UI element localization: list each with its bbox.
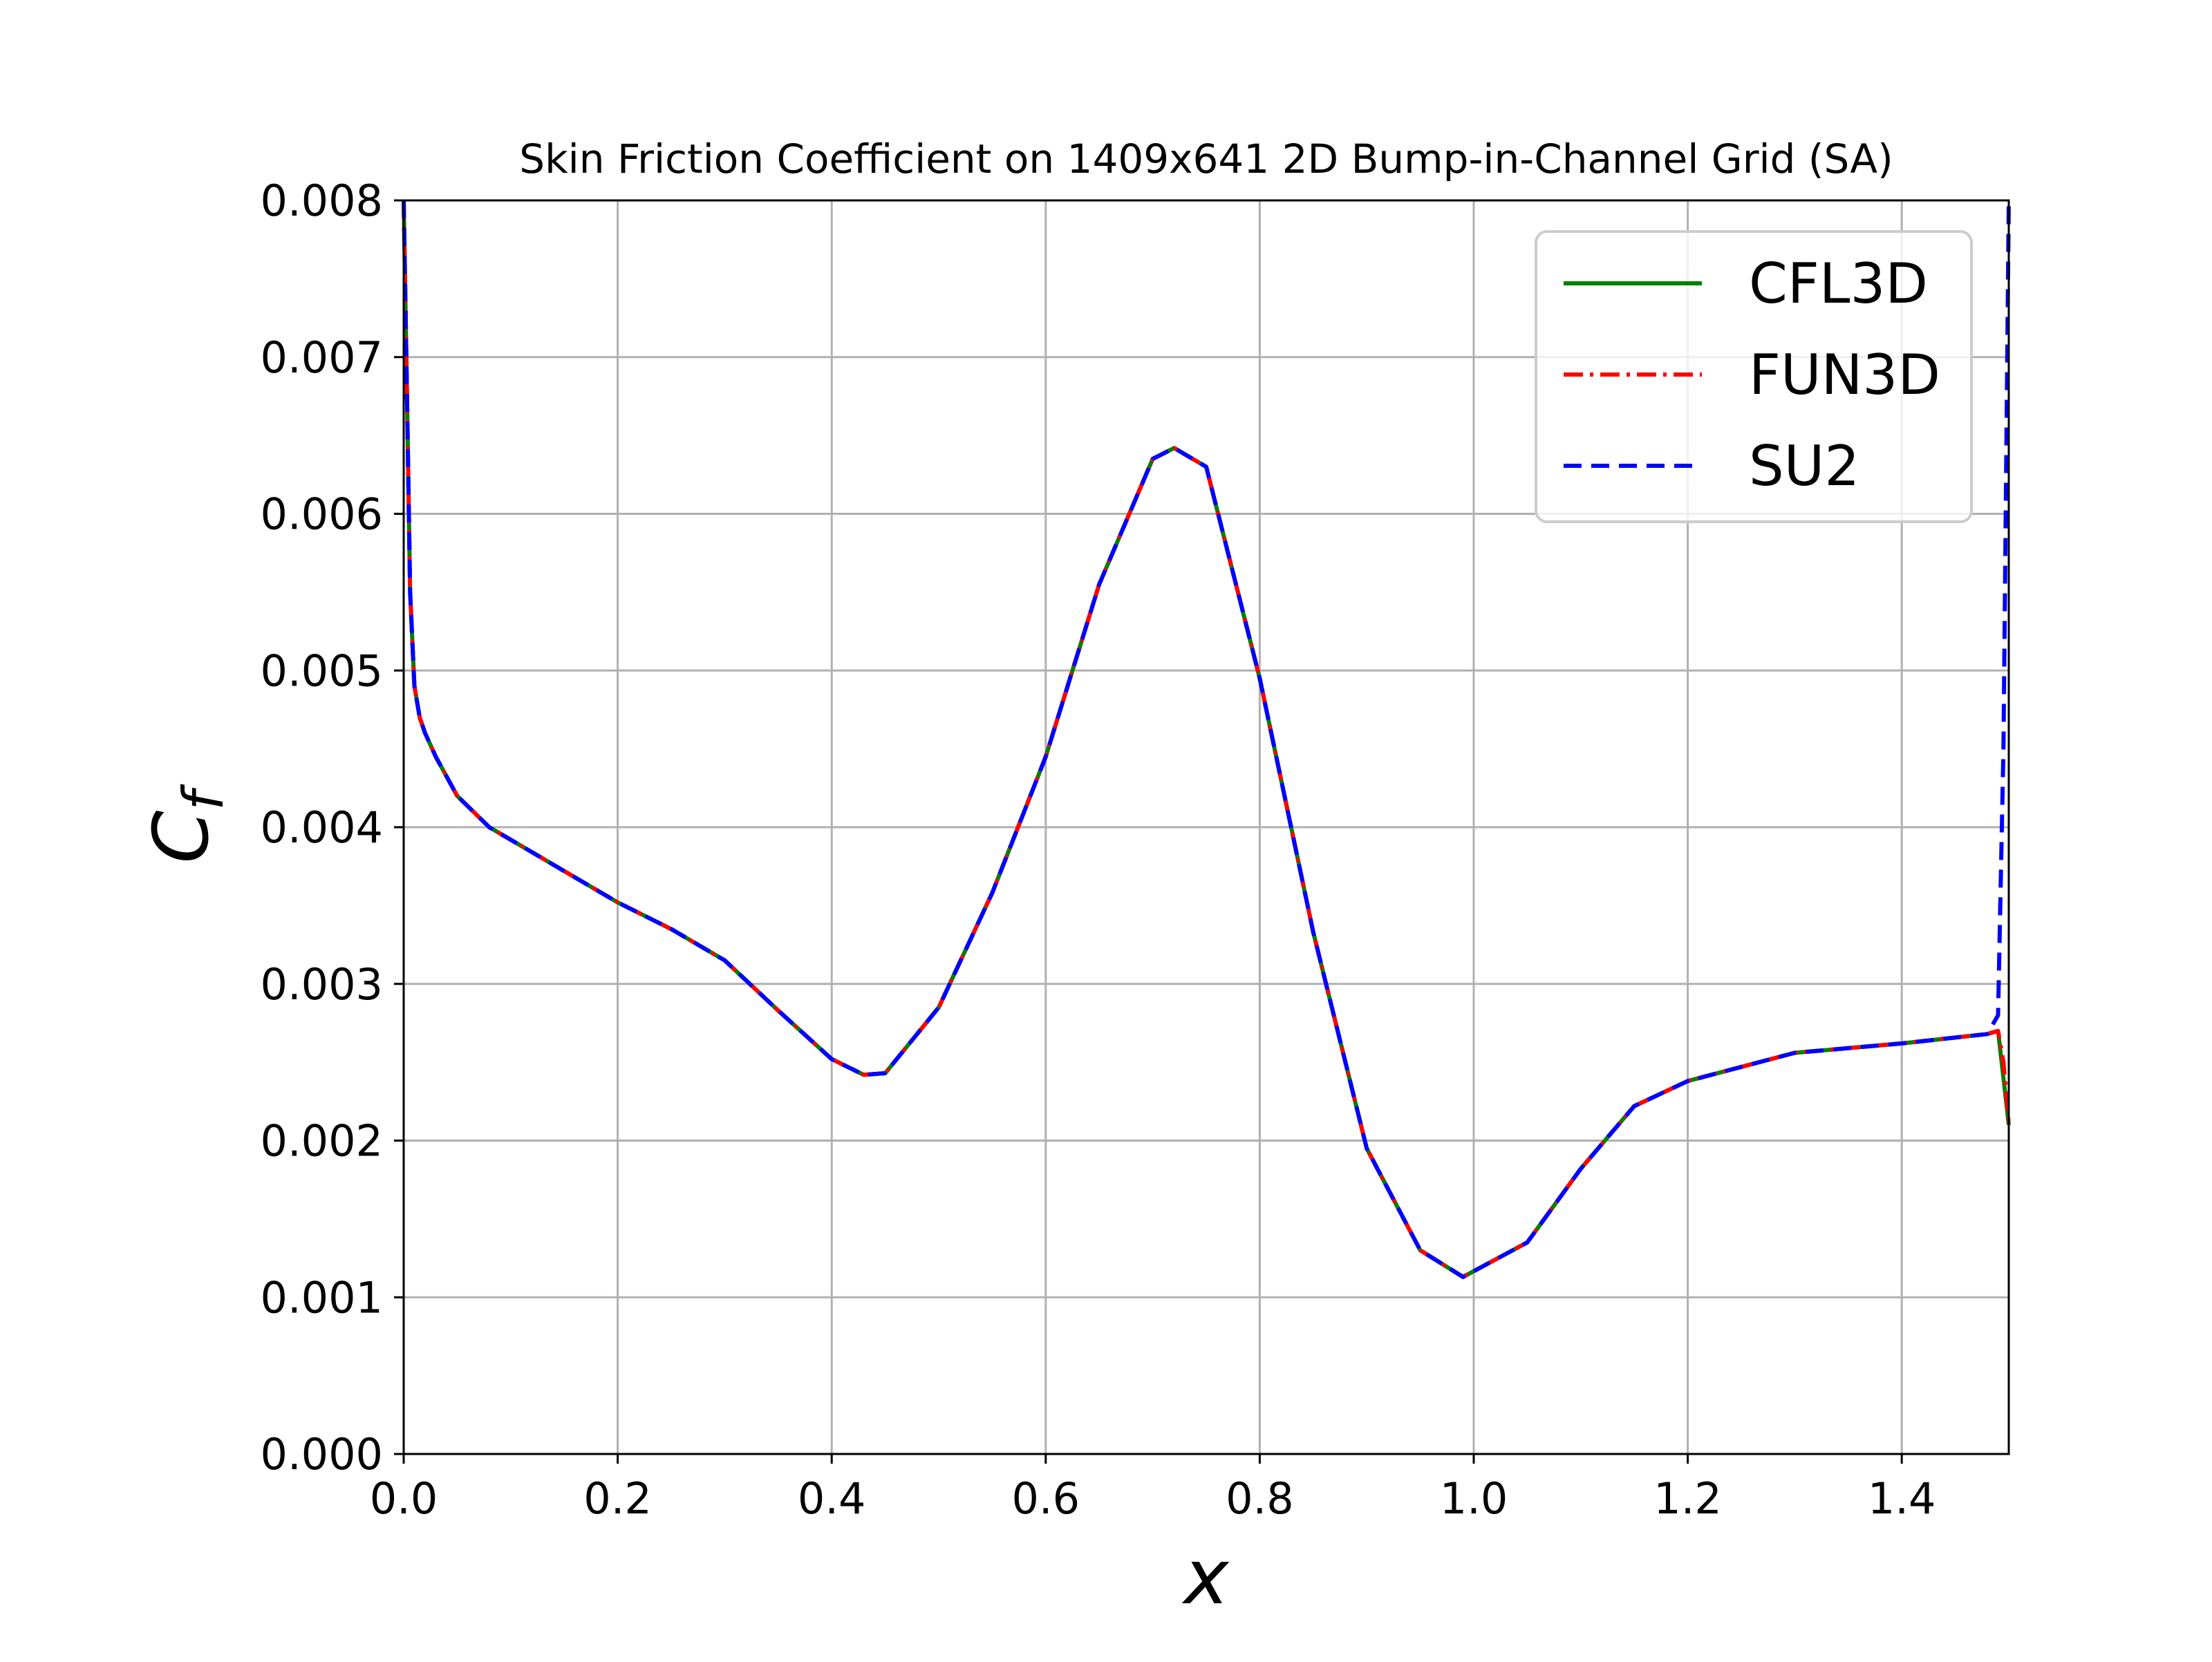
y-tick-label: 0.002 xyxy=(261,1116,384,1167)
y-axis-label-main: C xyxy=(137,810,225,863)
legend-items: CFL3D FUN3D SU2 xyxy=(1564,252,1940,498)
y-tick-label: 0.000 xyxy=(261,1429,384,1480)
x-tick-label: 0.4 xyxy=(798,1473,866,1524)
legend-label-cfl3d: CFL3D xyxy=(1749,252,1928,316)
x-tick-label: 0.6 xyxy=(1011,1473,1080,1524)
series-line-su2 xyxy=(402,200,2011,1279)
y-axis-ticks: 0.000 0.001 0.002 0.003 0.004 0.005 0.006 0.007… xyxy=(261,176,404,1480)
x-tick-label: 0.8 xyxy=(1226,1473,1294,1524)
y-tick-label: 0.005 xyxy=(261,645,384,696)
x-axis-ticks: 0.0 0.2 0.4 0.6 0.8 1.0 1.2 1.4 xyxy=(370,1454,1936,1524)
x-tick-label: 0.0 xyxy=(370,1473,438,1524)
x-tick-label: 1.2 xyxy=(1653,1473,1722,1524)
chart-title: Skin Friction Coefficient on 1409x641 2D… xyxy=(519,135,1893,182)
y-tick-label: 0.001 xyxy=(261,1272,384,1323)
legend-box xyxy=(1535,230,1973,523)
legend-label-fun3d: FUN3D xyxy=(1749,343,1940,407)
x-tick-label: 1.0 xyxy=(1440,1473,1508,1524)
x-axis-label: x xyxy=(1181,1533,1230,1621)
y-tick-label: 0.004 xyxy=(261,802,384,853)
y-tick-label: 0.003 xyxy=(261,959,384,1010)
y-tick-label: 0.007 xyxy=(261,332,384,383)
series-layer xyxy=(402,200,2011,1279)
x-tick-label: 0.2 xyxy=(583,1473,652,1524)
y-tick-label: 0.006 xyxy=(261,489,384,540)
y-tick-label: 0.008 xyxy=(261,176,384,226)
series-line-fun3d xyxy=(402,200,2011,1279)
y-axis-label: Cf xyxy=(137,784,236,864)
legend-label-su2: SU2 xyxy=(1749,434,1859,498)
x-tick-label: 1.4 xyxy=(1868,1473,1936,1524)
legend: CFL3D FUN3D SU2 xyxy=(1535,230,1973,523)
